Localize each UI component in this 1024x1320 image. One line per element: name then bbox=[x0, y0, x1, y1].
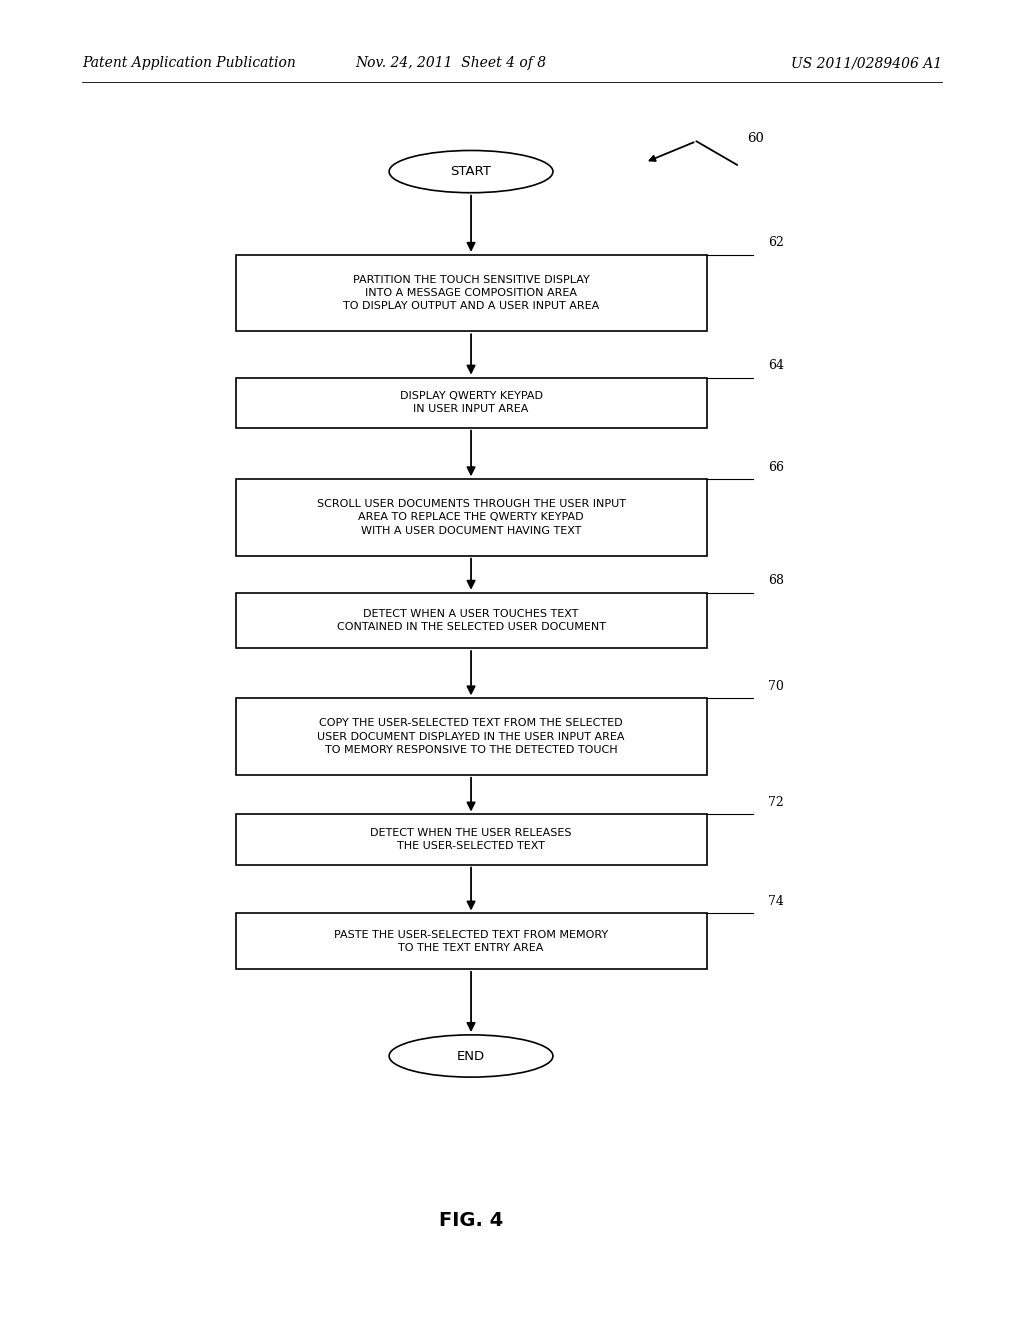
Text: 62: 62 bbox=[768, 236, 784, 249]
Text: 60: 60 bbox=[748, 132, 764, 145]
Bar bbox=[236, 593, 707, 648]
Text: COPY THE USER-SELECTED TEXT FROM THE SELECTED
USER DOCUMENT DISPLAYED IN THE USE: COPY THE USER-SELECTED TEXT FROM THE SEL… bbox=[317, 718, 625, 755]
Bar bbox=[236, 814, 707, 865]
Text: PARTITION THE TOUCH SENSITIVE DISPLAY
INTO A MESSAGE COMPOSITION AREA
TO DISPLAY: PARTITION THE TOUCH SENSITIVE DISPLAY IN… bbox=[343, 275, 599, 312]
Text: 70: 70 bbox=[768, 680, 784, 693]
Text: FIG. 4: FIG. 4 bbox=[439, 1212, 503, 1230]
Ellipse shape bbox=[389, 1035, 553, 1077]
Text: DETECT WHEN A USER TOUCHES TEXT
CONTAINED IN THE SELECTED USER DOCUMENT: DETECT WHEN A USER TOUCHES TEXT CONTAINE… bbox=[337, 609, 605, 632]
Bar bbox=[236, 698, 707, 775]
Text: 72: 72 bbox=[768, 796, 783, 809]
Text: PASTE THE USER-SELECTED TEXT FROM MEMORY
TO THE TEXT ENTRY AREA: PASTE THE USER-SELECTED TEXT FROM MEMORY… bbox=[334, 929, 608, 953]
Text: 74: 74 bbox=[768, 895, 784, 908]
Text: 68: 68 bbox=[768, 574, 784, 587]
Text: DISPLAY QWERTY KEYPAD
IN USER INPUT AREA: DISPLAY QWERTY KEYPAD IN USER INPUT AREA bbox=[399, 391, 543, 414]
Ellipse shape bbox=[389, 150, 553, 193]
Bar bbox=[236, 378, 707, 428]
Bar bbox=[236, 479, 707, 556]
Text: END: END bbox=[457, 1049, 485, 1063]
Bar bbox=[236, 913, 707, 969]
Text: 64: 64 bbox=[768, 359, 784, 372]
Text: DETECT WHEN THE USER RELEASES
THE USER-SELECTED TEXT: DETECT WHEN THE USER RELEASES THE USER-S… bbox=[371, 828, 571, 851]
Text: START: START bbox=[451, 165, 492, 178]
Text: Nov. 24, 2011  Sheet 4 of 8: Nov. 24, 2011 Sheet 4 of 8 bbox=[355, 57, 546, 70]
Text: SCROLL USER DOCUMENTS THROUGH THE USER INPUT
AREA TO REPLACE THE QWERTY KEYPAD
W: SCROLL USER DOCUMENTS THROUGH THE USER I… bbox=[316, 499, 626, 536]
Text: Patent Application Publication: Patent Application Publication bbox=[82, 57, 296, 70]
Bar bbox=[236, 255, 707, 331]
Text: 66: 66 bbox=[768, 461, 784, 474]
Text: US 2011/0289406 A1: US 2011/0289406 A1 bbox=[791, 57, 942, 70]
